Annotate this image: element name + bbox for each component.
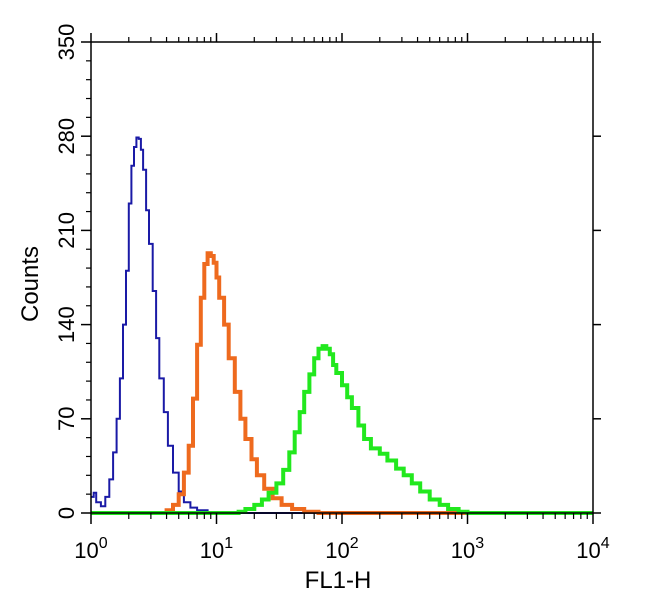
x-axis-title: FL1-H [305,567,372,594]
plot-frame [90,41,594,514]
series-line-2 [91,251,593,515]
y-tick-label: 0 [54,507,79,519]
y-tick-label: 280 [54,118,79,155]
x-tick-label: 104 [576,535,609,563]
series-line-3 [91,344,593,515]
x-tick-label: 101 [200,535,233,563]
y-tick-label: 210 [54,212,79,249]
x-axis-ticks: 100 101 102 103 104 [74,33,610,563]
series-layer [91,136,593,515]
x-tick-label: 103 [451,535,484,563]
series-line-1 [91,136,593,514]
y-axis-ticks: 0 70 140 210 280 350 [54,24,601,519]
y-tick-label: 70 [54,407,79,431]
y-tick-label: 140 [54,306,79,343]
minor-ticks [86,37,588,519]
x-tick-label: 100 [74,535,107,563]
y-axis-title: Counts [17,246,44,322]
x-tick-label: 102 [325,535,358,563]
y-tick-label: 350 [54,24,79,61]
